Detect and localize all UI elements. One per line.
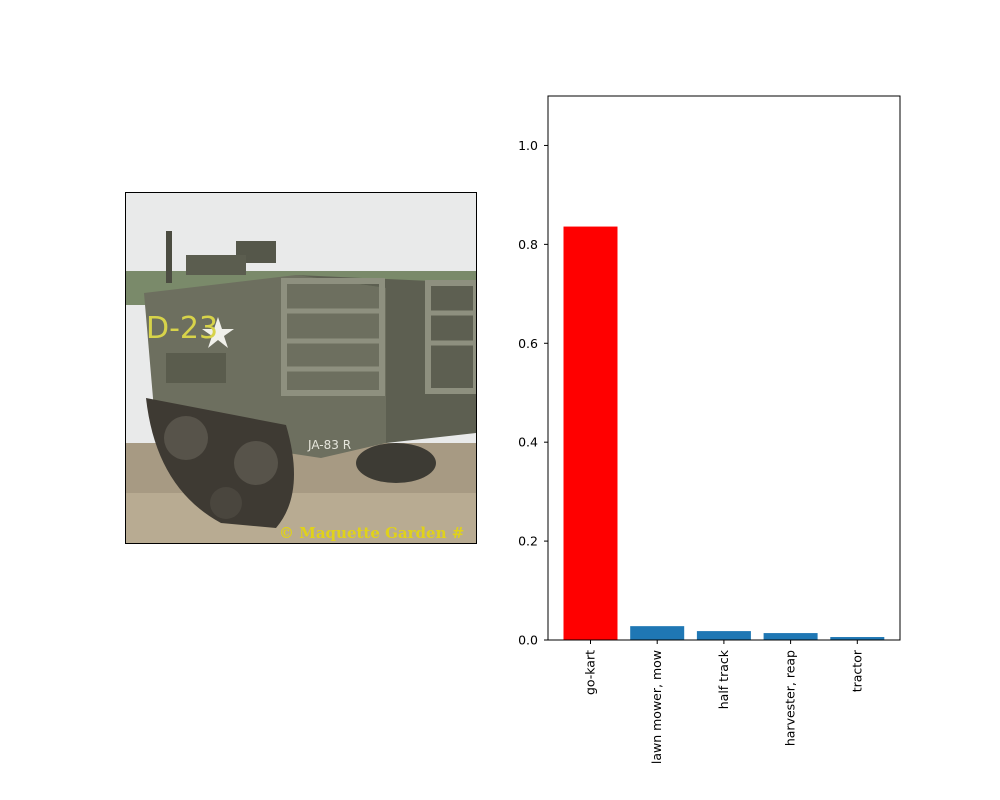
x-axis: go-kart lawn mower, mow half track harveste… bbox=[583, 640, 864, 764]
y-axis: 0.0 0.2 0.4 0.6 0.8 1.0 bbox=[518, 138, 548, 648]
y-tick-label: 0.6 bbox=[518, 336, 538, 351]
x-tick-label: tractor bbox=[849, 649, 864, 692]
bars-group bbox=[563, 226, 885, 640]
bar-harvester-reap bbox=[763, 633, 818, 640]
y-tick-label: 1.0 bbox=[518, 138, 538, 153]
x-tick-label: lawn mower, mow bbox=[649, 650, 664, 764]
bar-lawn-mower-mow bbox=[630, 626, 685, 640]
x-tick-label: go-kart bbox=[583, 650, 598, 695]
y-tick-label: 0.4 bbox=[518, 435, 538, 450]
marking-plate: JA-83 R bbox=[307, 438, 351, 452]
y-tick-label: 0.0 bbox=[518, 633, 538, 648]
vehicle-photo: D-23 JA-83 R © Maquette Garden # bbox=[125, 192, 477, 544]
y-tick-label: 0.8 bbox=[518, 237, 538, 252]
x-tick-label: half track bbox=[716, 649, 731, 709]
photo-watermark: © Maquette Garden # bbox=[279, 524, 464, 542]
bar-go-kart bbox=[563, 226, 618, 640]
x-tick-label: harvester, reap bbox=[783, 650, 798, 746]
half-track-image: D-23 JA-83 R © Maquette Garden # bbox=[126, 193, 476, 543]
bar-tractor bbox=[830, 637, 885, 640]
y-tick-label: 0.2 bbox=[518, 534, 538, 549]
bar-half-track bbox=[696, 631, 751, 640]
marking-d23: D-23 bbox=[146, 311, 218, 346]
